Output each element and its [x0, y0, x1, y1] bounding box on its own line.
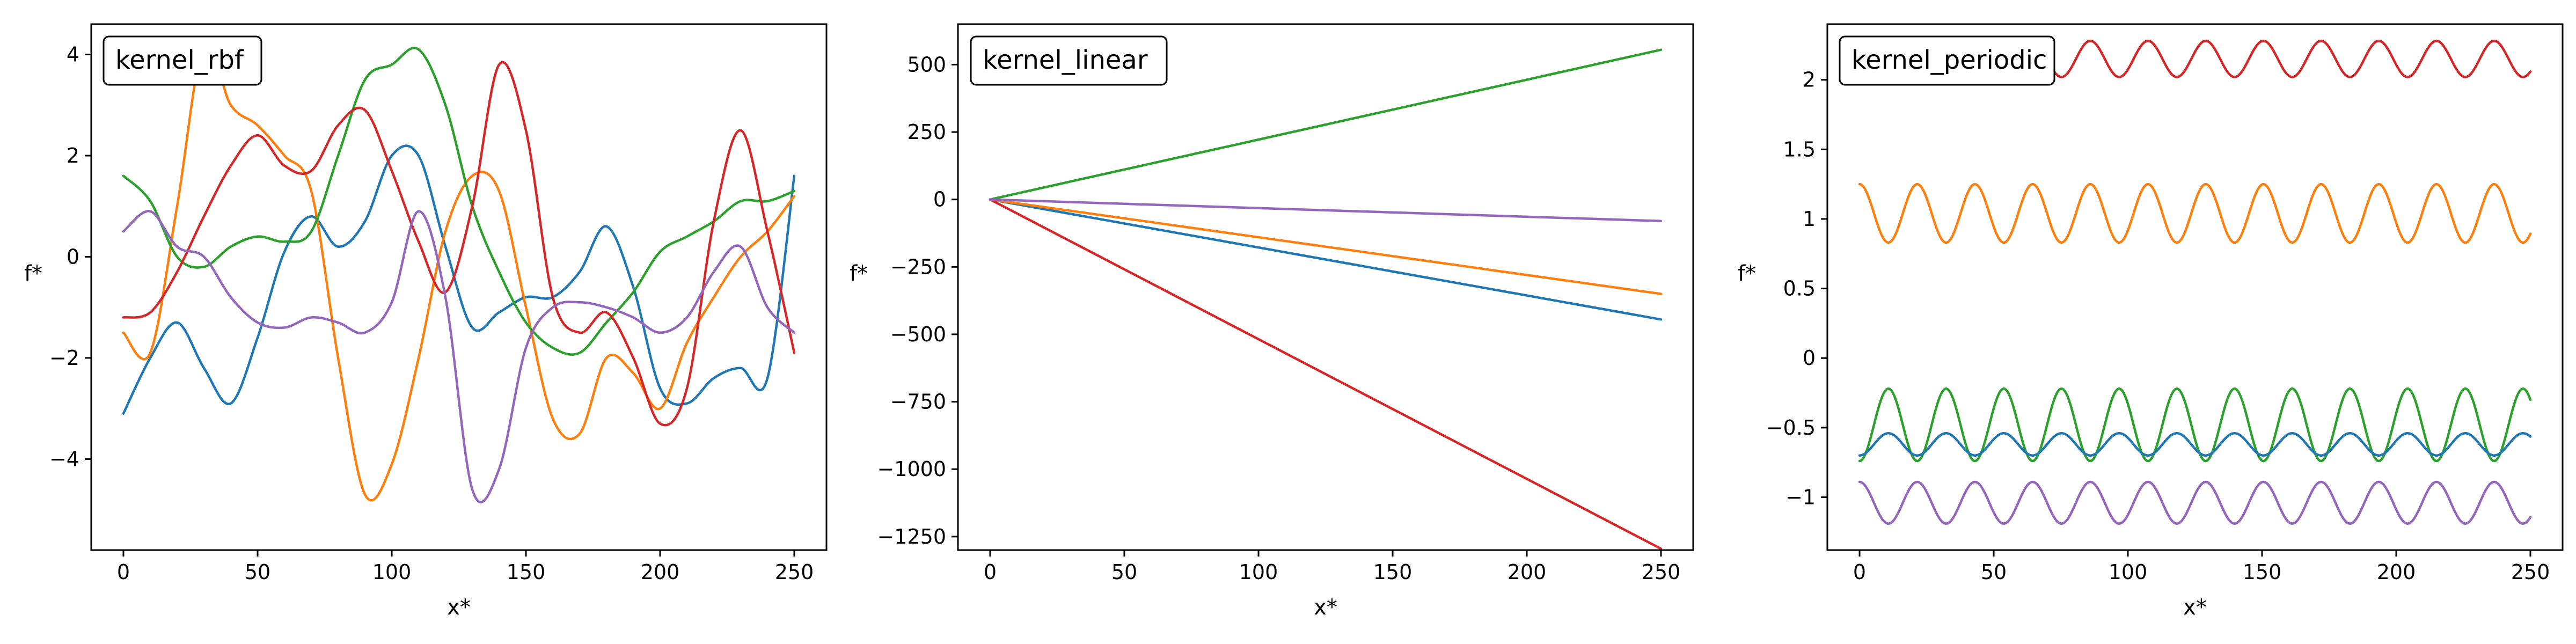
y-tick-label: −4	[49, 447, 79, 471]
x-axis-ticks: 0 50 100 150 200 250	[1853, 550, 2550, 584]
y-axis-label: f*	[850, 261, 868, 286]
chart-kernel-linear: 0 50 100 150 200 250 500 250 0 −250 −500 −750 −1000…	[850, 23, 1694, 620]
y-tick-label: 4	[67, 43, 79, 67]
y-tick-label: −250	[890, 255, 946, 279]
series-line-1	[122, 144, 796, 415]
y-axis-ticks: 2 1.5 1 0.5 0 −0.5 −1	[1766, 68, 1827, 509]
x-tick-label: 50	[1981, 560, 2007, 584]
series-line-4	[122, 61, 796, 427]
y-axis-label: f*	[24, 261, 42, 286]
y-tick-label: 2	[67, 144, 79, 167]
series-line-5	[1858, 480, 2532, 525]
x-axis-ticks: 0 50 100 150 200 250	[117, 550, 814, 584]
x-tick-label: 250	[2511, 560, 2550, 584]
chart-kernel-periodic: 0 50 100 150 200 250 2 1.5 1 0.5 0 −0.5 −1 x* f* ke…	[1738, 23, 2564, 620]
legend-frame	[970, 35, 1168, 86]
x-tick-label: 0	[984, 560, 997, 584]
plot-area-kernel-periodic	[1858, 39, 2532, 525]
chart-title: kernel_linear	[983, 45, 1148, 75]
legend-frame	[103, 35, 262, 86]
series-line-5	[122, 210, 796, 503]
chart-title: kernel_rbf	[115, 45, 244, 75]
chart-title: kernel_periodic	[1851, 45, 2047, 75]
y-tick-label: 0	[1803, 346, 1816, 370]
y-tick-label: 1.5	[1783, 137, 1816, 161]
series-line-2	[989, 198, 1663, 295]
legend-frame	[1839, 35, 2055, 86]
series-line-3	[122, 47, 796, 356]
legend-box: kernel_periodic	[1839, 35, 2055, 86]
x-tick-label: 100	[372, 560, 412, 584]
plot-frame	[1826, 23, 2564, 551]
x-tick-label: 150	[2243, 560, 2282, 584]
series-line-1	[989, 198, 1663, 321]
x-tick-label: 150	[507, 560, 546, 584]
series-line-2	[1858, 182, 2532, 244]
x-axis-ticks: 0 50 100 150 200 250	[984, 550, 1680, 584]
series-line-4	[989, 198, 1663, 550]
y-tick-label: −750	[890, 390, 946, 414]
x-tick-label: 100	[2109, 560, 2148, 584]
x-tick-label: 0	[1853, 560, 1866, 584]
y-tick-label: 1	[1803, 207, 1816, 231]
y-tick-label: −1250	[877, 525, 946, 548]
x-tick-label: 150	[1373, 560, 1413, 584]
y-tick-label: 250	[907, 120, 946, 144]
y-axis-ticks: 500 250 0 −250 −500 −750 −1000 −1250	[877, 53, 958, 548]
y-tick-label: −500	[890, 323, 946, 346]
x-tick-label: 0	[117, 560, 130, 584]
x-axis-label: x*	[2183, 595, 2207, 620]
y-tick-label: −1	[1785, 485, 1816, 509]
series-line-3	[1858, 387, 2532, 463]
plot-frame	[957, 23, 1694, 551]
x-tick-label: 250	[1642, 560, 1681, 584]
legend-box: kernel_linear	[970, 35, 1168, 86]
series-line-5	[989, 198, 1663, 223]
y-tick-label: 2	[1803, 68, 1816, 92]
y-tick-label: 0	[933, 188, 946, 211]
y-tick-label: 0.5	[1783, 277, 1816, 301]
y-tick-label: 500	[907, 53, 946, 76]
x-tick-label: 100	[1239, 560, 1278, 584]
x-axis-label: x*	[447, 595, 471, 620]
x-tick-label: 50	[245, 560, 270, 584]
y-tick-label: −1000	[877, 457, 946, 481]
x-tick-label: 50	[1111, 560, 1137, 584]
x-tick-label: 200	[2377, 560, 2416, 584]
x-axis-label: x*	[1314, 595, 1337, 620]
plot-area-kernel-linear	[989, 48, 1663, 550]
legend-box: kernel_rbf	[103, 35, 262, 86]
x-tick-label: 200	[641, 560, 680, 584]
x-tick-label: 200	[1507, 560, 1547, 584]
y-tick-label: −2	[49, 346, 79, 370]
y-axis-ticks: −4 −2 0 2 4	[49, 43, 91, 471]
series-line-3	[989, 48, 1663, 201]
x-tick-label: 250	[775, 560, 814, 584]
y-axis-label: f*	[1738, 261, 1756, 286]
chart-kernel-rbf: 0 50 100 150 200 250 −4 −2 0 2 4 x* f* kernel_rbf	[24, 23, 828, 620]
y-tick-label: 0	[67, 245, 79, 268]
series-line-4	[1858, 432, 2532, 457]
plot-frame	[90, 23, 828, 551]
y-tick-label: −0.5	[1766, 416, 1816, 440]
